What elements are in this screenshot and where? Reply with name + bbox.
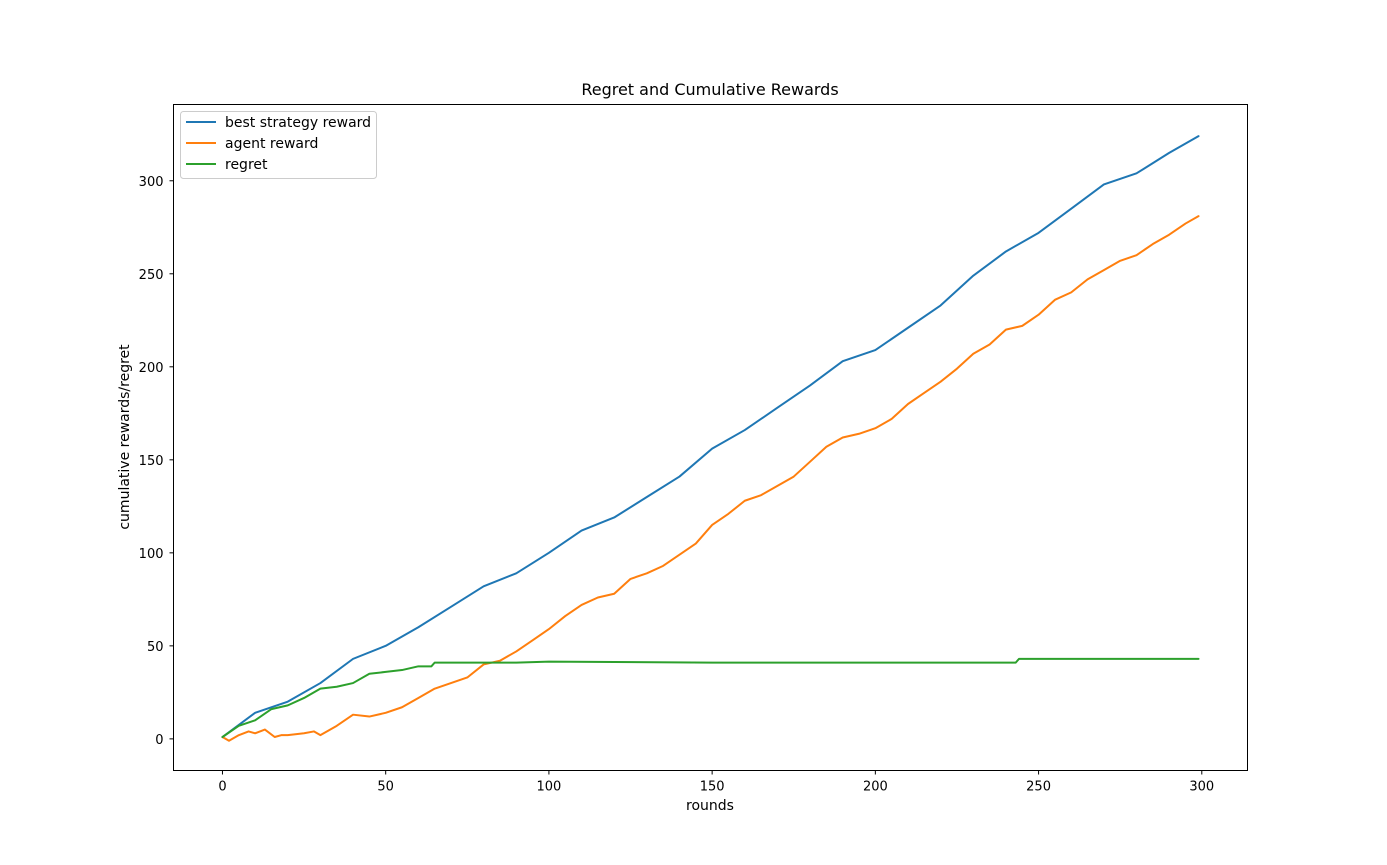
x-axis: 0 50 100 150 200 250 300 bbox=[218, 770, 1214, 795]
x-tick-label: 300 bbox=[1189, 780, 1214, 795]
plot-area-frame bbox=[173, 104, 1248, 771]
x-tick-label: 250 bbox=[1026, 780, 1051, 795]
y-tick-label: 300 bbox=[139, 175, 164, 190]
legend-label-regret: regret bbox=[225, 157, 268, 173]
x-tick-label: 200 bbox=[863, 780, 888, 795]
y-tick-label: 150 bbox=[139, 454, 164, 469]
x-tick-label: 0 bbox=[218, 780, 226, 795]
legend-box bbox=[180, 111, 377, 179]
series-line-agent-reward bbox=[221, 215, 1200, 742]
x-tick-label: 100 bbox=[536, 780, 561, 795]
x-axis-label: rounds bbox=[686, 798, 734, 814]
legend-label-agent-reward: agent reward bbox=[225, 136, 318, 152]
x-tick-label: 150 bbox=[700, 780, 725, 795]
series-lines bbox=[221, 135, 1200, 742]
y-tick-label: 250 bbox=[139, 268, 164, 283]
legend: best strategy reward agent reward regret bbox=[180, 111, 377, 179]
y-axis: 0 50 100 150 200 250 300 bbox=[139, 175, 174, 748]
y-tick-label: 0 bbox=[155, 733, 163, 748]
legend-label-best-strategy-reward: best strategy reward bbox=[225, 115, 371, 131]
y-tick-label: 200 bbox=[139, 361, 164, 376]
y-tick-label: 100 bbox=[139, 547, 164, 562]
y-axis-label: cumulative rewards/regret bbox=[117, 344, 133, 530]
series-line-regret bbox=[221, 657, 1200, 739]
chart-title: Regret and Cumulative Rewards bbox=[581, 80, 838, 99]
series-line-best-strategy-reward bbox=[221, 135, 1200, 739]
y-tick-label: 50 bbox=[147, 640, 164, 655]
x-tick-label: 50 bbox=[377, 780, 394, 795]
